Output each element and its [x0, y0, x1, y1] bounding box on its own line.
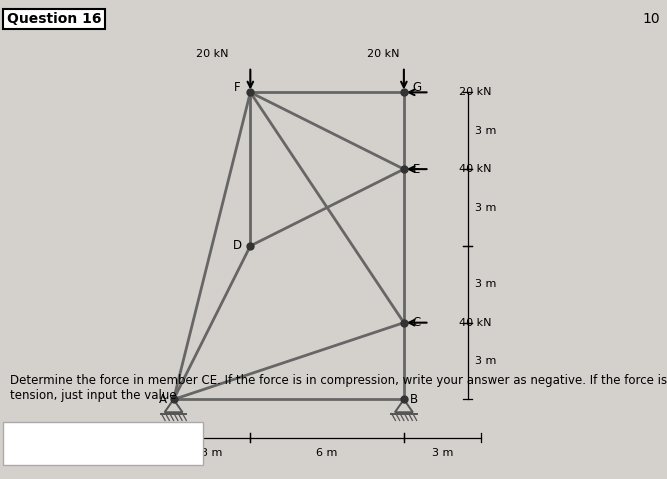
- Text: 10: 10: [643, 12, 660, 26]
- Text: 3 m: 3 m: [475, 356, 496, 366]
- Text: 40 kN: 40 kN: [459, 318, 492, 328]
- Text: E: E: [413, 163, 420, 176]
- Text: Question 16: Question 16: [7, 12, 101, 26]
- Text: 40 kN: 40 kN: [459, 164, 492, 174]
- Text: D: D: [233, 240, 242, 252]
- Text: F: F: [234, 81, 241, 94]
- Text: G: G: [412, 81, 422, 94]
- Text: A: A: [159, 393, 167, 406]
- Text: 3 m: 3 m: [475, 203, 496, 213]
- Text: 3 m: 3 m: [201, 448, 223, 458]
- Text: 20 kN: 20 kN: [195, 49, 228, 59]
- Text: 3 m: 3 m: [432, 448, 453, 458]
- Text: 20 kN: 20 kN: [459, 87, 492, 97]
- Text: C: C: [413, 316, 421, 329]
- Text: 3 m: 3 m: [475, 279, 496, 289]
- Text: Determine the force in member CE. If the force is in compression, write your ans: Determine the force in member CE. If the…: [10, 374, 667, 401]
- Text: 6 m: 6 m: [316, 448, 338, 458]
- Text: 20 kN: 20 kN: [367, 49, 400, 59]
- Text: 3 m: 3 m: [475, 125, 496, 136]
- Text: B: B: [410, 393, 418, 406]
